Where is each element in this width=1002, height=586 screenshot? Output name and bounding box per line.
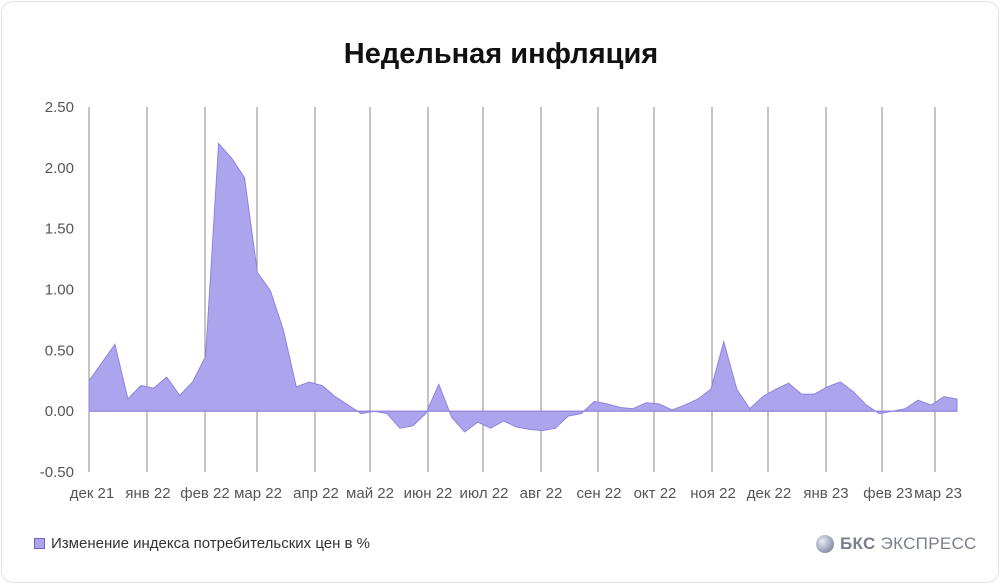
x-tick-label-10: окт 22	[634, 485, 677, 502]
y-tick-label-1: 2.00	[45, 160, 74, 177]
legend-label: Изменение индекса потребительских цен в …	[51, 535, 371, 552]
x-tick-label-12: дек 22	[747, 485, 792, 502]
x-tick-label-2: фев 22	[180, 485, 230, 502]
y-tick-label-0: 2.50	[45, 99, 74, 116]
x-axis: дек 21 янв 22 фев 22 мар 22 апр 22 май 22 июн …	[70, 485, 962, 502]
x-tick-label-0: дек 21	[70, 485, 115, 502]
logo-text: ЭКСПРЕСС	[880, 534, 977, 553]
x-tick-label-8: авг 22	[520, 485, 563, 502]
y-tick-label-5: 0.00	[45, 403, 74, 420]
x-tick-label-14: фев 23	[863, 485, 913, 502]
series-area	[88, 142, 958, 433]
logo-mark-icon	[816, 535, 834, 553]
x-tick-label-15: мар 23	[914, 485, 962, 502]
logo-mark-text: БКС	[840, 534, 876, 553]
y-tick-label-6: -0.50	[40, 464, 74, 481]
legend-swatch	[34, 538, 45, 549]
x-tick-label-9: сен 22	[577, 485, 622, 502]
y-axis: 2.50 2.00 1.50 1.00 0.50 0.00 -0.50	[40, 99, 74, 481]
y-tick-label-2: 1.50	[45, 221, 74, 238]
x-tick-label-6: июн 22	[404, 485, 453, 502]
x-tick-label-5: май 22	[346, 485, 394, 502]
y-tick-label-4: 0.50	[45, 342, 74, 359]
x-tick-label-3: мар 22	[234, 485, 282, 502]
y-tick-label-3: 1.00	[45, 282, 74, 299]
x-tick-label-7: июл 22	[460, 485, 509, 502]
series-layer	[88, 142, 958, 433]
bcs-express-logo: БКС ЭКСПРЕСС	[816, 534, 977, 554]
x-tick-label-4: апр 22	[293, 485, 339, 502]
legend: Изменение индекса потребительских цен в …	[34, 535, 370, 552]
x-tick-label-11: ноя 22	[690, 485, 736, 502]
x-tick-label-13: янв 23	[803, 485, 848, 502]
chart-title: Недельная инфляция	[343, 38, 659, 70]
x-tick-label-1: янв 22	[125, 485, 170, 502]
